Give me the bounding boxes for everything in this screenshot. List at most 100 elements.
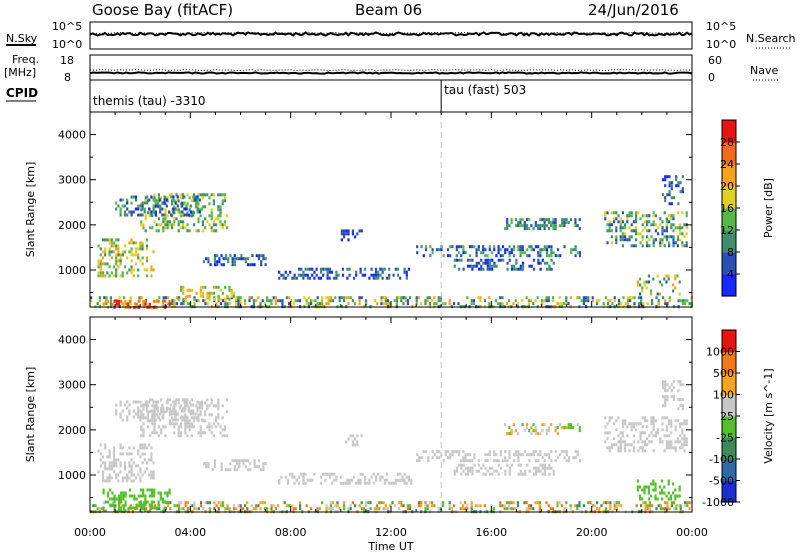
power-cell xyxy=(102,302,105,306)
power-cell xyxy=(359,270,362,274)
power-cell xyxy=(132,268,135,272)
power-cell xyxy=(173,220,176,224)
power-cell xyxy=(523,224,526,228)
velocity-cell xyxy=(473,463,476,467)
velocity-cell xyxy=(664,404,667,408)
power-cell xyxy=(488,296,491,300)
power-cell xyxy=(560,302,563,306)
velocity-cell xyxy=(144,416,147,420)
velocity-cell xyxy=(150,446,153,450)
power-cell xyxy=(497,248,500,252)
velocity-cell xyxy=(356,443,359,447)
power-cell xyxy=(654,229,657,233)
velocity-cell xyxy=(677,380,680,384)
velocity-cell xyxy=(110,476,113,480)
power-cell xyxy=(380,299,383,303)
power-cell xyxy=(515,261,518,265)
power-cell xyxy=(681,241,684,245)
power-cell xyxy=(188,205,191,209)
power-cell xyxy=(221,291,224,295)
power-cell xyxy=(611,302,614,306)
velocity-cell xyxy=(677,504,680,508)
velocity-cell xyxy=(111,503,114,507)
power-cell xyxy=(311,267,314,271)
velocity-cell xyxy=(329,504,332,508)
velocity-cell xyxy=(355,481,358,485)
power-cell xyxy=(657,299,660,303)
velocity-cell xyxy=(222,504,225,508)
power-cell xyxy=(233,257,236,261)
velocity-cell xyxy=(661,491,664,495)
power-cell xyxy=(204,193,207,197)
velocity-cell xyxy=(277,504,280,508)
velocity-cell xyxy=(457,453,461,457)
velocity-cell xyxy=(668,507,671,511)
power-cell xyxy=(108,241,111,245)
velocity-cell xyxy=(418,459,421,463)
power-cell xyxy=(379,267,382,271)
velocity-cell xyxy=(173,425,176,429)
velocity-cell xyxy=(120,494,123,498)
velocity-cell xyxy=(517,472,520,476)
power-cell xyxy=(183,213,186,217)
velocity-cell xyxy=(668,422,671,426)
power-cell xyxy=(530,224,533,228)
velocity-cell xyxy=(168,488,171,492)
power-cell xyxy=(248,296,251,300)
y-tick-label: 2000 xyxy=(58,219,86,232)
power-cell xyxy=(202,285,205,289)
power-cell xyxy=(497,302,500,306)
power-cell xyxy=(514,299,517,303)
velocity-cell xyxy=(387,507,390,511)
velocity-cell xyxy=(119,443,122,447)
power-cell xyxy=(591,299,594,303)
power-cell xyxy=(213,257,217,261)
power-cell xyxy=(99,253,102,257)
power-cell xyxy=(545,251,549,255)
power-cell xyxy=(150,195,153,199)
velocity-cell xyxy=(186,501,189,505)
velocity-cell xyxy=(667,491,670,495)
power-cell xyxy=(196,210,199,214)
velocity-cell xyxy=(462,469,465,473)
velocity-cell xyxy=(646,443,649,447)
power-cell xyxy=(521,218,524,222)
velocity-cell xyxy=(565,426,568,430)
power-cell xyxy=(472,302,475,306)
power-cell xyxy=(115,244,118,248)
velocity-cell xyxy=(249,462,252,466)
power-cell xyxy=(110,271,113,275)
power-cell xyxy=(642,302,645,306)
velocity-cell xyxy=(389,504,392,508)
velocity-cell xyxy=(208,507,211,511)
power-cell xyxy=(274,299,277,303)
velocity-cell xyxy=(637,449,640,453)
velocity-cell xyxy=(678,488,681,492)
velocity-cell xyxy=(466,466,470,470)
power-cell xyxy=(488,267,492,271)
power-cell xyxy=(677,202,680,206)
power-cell xyxy=(374,273,378,277)
power-cell xyxy=(646,302,649,306)
velocity-cell xyxy=(159,494,162,498)
velocity-cell xyxy=(532,472,536,476)
power-cell xyxy=(661,229,664,233)
velocity-cell xyxy=(639,494,642,498)
y-tick-label: 1000 xyxy=(58,469,86,482)
velocity-cell xyxy=(661,440,664,444)
power-cell xyxy=(541,218,544,222)
power-cell xyxy=(460,254,463,258)
power-cell xyxy=(163,198,166,202)
velocity-cell xyxy=(157,500,160,504)
velocity-cell xyxy=(137,494,140,498)
velocity-cell xyxy=(217,422,220,426)
power-cell xyxy=(664,302,667,306)
velocity-cell xyxy=(179,416,182,420)
velocity-cell xyxy=(539,469,542,473)
power-cell xyxy=(429,245,432,249)
velocity-cell xyxy=(179,434,182,438)
velocity-cell xyxy=(466,504,469,508)
velocity-cell xyxy=(471,459,474,463)
power-cell xyxy=(208,297,211,301)
velocity-cell xyxy=(151,422,154,426)
